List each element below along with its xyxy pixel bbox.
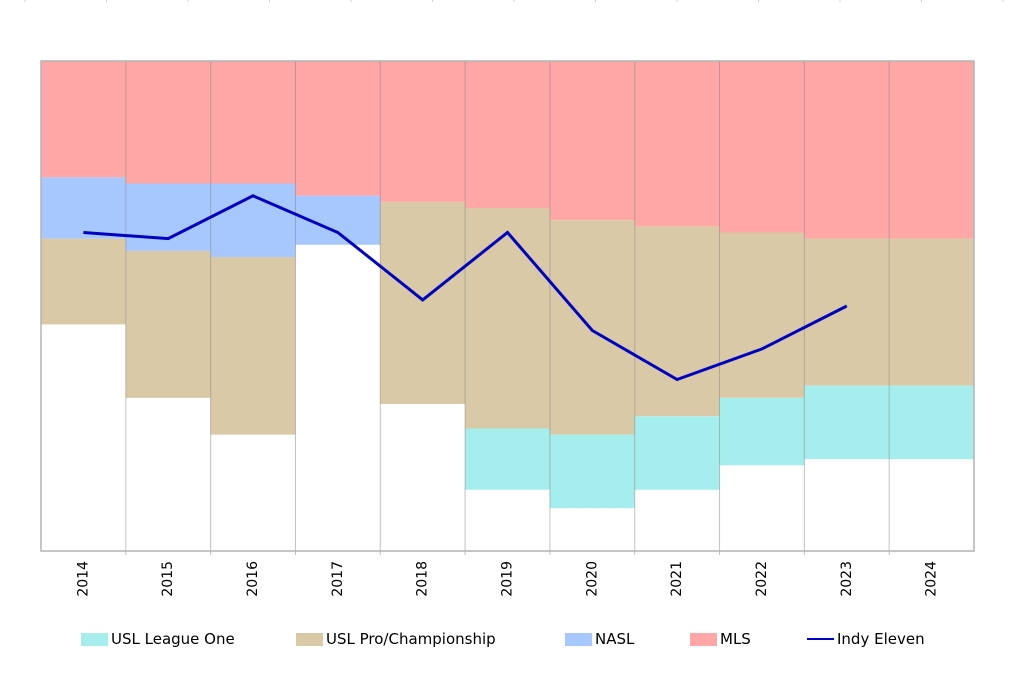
legend-label: NASL bbox=[595, 630, 635, 648]
legend-swatch-usl-league-one bbox=[81, 632, 108, 646]
x-tick-label-2021: 2021 bbox=[669, 561, 685, 597]
x-axis-tick-labels: 2014 2015 2016 2017 2018 2019 2020 2021 2022 2023… bbox=[75, 561, 939, 597]
bar-mls-2016 bbox=[210, 61, 296, 184]
legend: USL League One USL Pro/Championship NASL… bbox=[0, 626, 1009, 652]
x-tick-label-2014: 2014 bbox=[75, 561, 91, 597]
bar-usl-league-one-2024 bbox=[889, 385, 974, 460]
x-tick-label-2015: 2015 bbox=[160, 561, 176, 597]
bar-mls-2014 bbox=[41, 61, 126, 178]
x-tick-label-2020: 2020 bbox=[584, 561, 600, 597]
bar-mls-2023 bbox=[804, 61, 890, 239]
bar-usl-pro-championship-2024 bbox=[889, 238, 974, 386]
bar-usl-league-one-2019 bbox=[465, 428, 550, 490]
x-tick-label-2023: 2023 bbox=[839, 561, 855, 597]
x-tick-label-2024: 2024 bbox=[924, 561, 940, 597]
legend-item-indy-eleven: Indy Eleven bbox=[807, 626, 925, 652]
bar-mls-2018 bbox=[380, 61, 466, 202]
bar-mls-2022 bbox=[719, 61, 805, 233]
bar-usl-league-one-2023 bbox=[804, 385, 890, 460]
legend-swatch-nasl bbox=[565, 632, 592, 646]
bar-mls-2020 bbox=[549, 61, 635, 221]
bar-usl-pro-championship-2018 bbox=[380, 201, 466, 404]
bar-usl-pro-championship-2016 bbox=[210, 257, 296, 435]
chart: 2014 2015 2016 2017 2018 2019 2020 2021 2022 2023… bbox=[24, 0, 1004, 597]
legend-swatch-mls bbox=[690, 632, 717, 646]
bar-usl-league-one-2021 bbox=[634, 416, 720, 490]
top-edge-ticks bbox=[24, 0, 1004, 2]
x-tick-label-2018: 2018 bbox=[415, 561, 431, 597]
x-tick-label-2016: 2016 bbox=[245, 561, 261, 597]
bar-mls-2019 bbox=[465, 61, 550, 208]
bar-nasl-2014 bbox=[41, 177, 126, 239]
legend-label: USL Pro/Championship bbox=[326, 630, 496, 648]
bar-usl-pro-championship-2014 bbox=[41, 238, 126, 325]
line-indy-eleven bbox=[83, 194, 848, 382]
bar-usl-pro-championship-2019 bbox=[465, 208, 550, 429]
bar-usl-league-one-2022 bbox=[719, 397, 805, 466]
bar-usl-pro-championship-2021 bbox=[634, 226, 720, 417]
bar-usl-pro-championship-2023 bbox=[804, 238, 890, 386]
x-tick-label-2022: 2022 bbox=[754, 561, 770, 597]
bar-mls-2015 bbox=[125, 61, 211, 184]
plot-area-frame bbox=[40, 60, 975, 552]
bar-usl-league-one-2020 bbox=[549, 434, 635, 509]
x-tick-label-2017: 2017 bbox=[330, 561, 346, 597]
legend-item-usl-pro-championship: USL Pro/Championship bbox=[296, 626, 496, 652]
column-dividers bbox=[125, 61, 890, 555]
legend-item-usl-league-one: USL League One bbox=[81, 626, 235, 652]
bar-mls-2017 bbox=[295, 61, 381, 196]
legend-label: MLS bbox=[720, 630, 751, 648]
x-tick-label-2019: 2019 bbox=[500, 561, 516, 597]
legend-label: Indy Eleven bbox=[837, 630, 925, 648]
bar-usl-pro-championship-2020 bbox=[549, 220, 635, 435]
bar-mls-2021 bbox=[634, 61, 720, 227]
legend-line-indy-eleven bbox=[807, 638, 834, 640]
legend-label: USL League One bbox=[111, 630, 235, 648]
legend-item-nasl: NASL bbox=[565, 626, 634, 652]
bar-nasl-2015 bbox=[125, 183, 211, 251]
stacked-bars bbox=[41, 61, 974, 509]
bar-usl-pro-championship-2022 bbox=[719, 232, 805, 398]
legend-swatch-usl-pro-championship bbox=[296, 632, 323, 646]
bar-usl-pro-championship-2015 bbox=[125, 250, 211, 398]
legend-item-mls: MLS bbox=[690, 626, 751, 652]
bar-mls-2024 bbox=[889, 61, 974, 239]
